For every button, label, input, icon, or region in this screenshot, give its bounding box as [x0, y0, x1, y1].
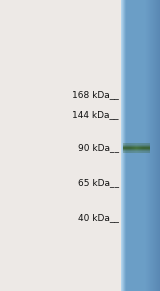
Text: 90 kDa__: 90 kDa__: [78, 143, 119, 152]
Text: 144 kDa__: 144 kDa__: [72, 111, 119, 120]
Text: 65 kDa__: 65 kDa__: [78, 178, 119, 187]
Text: 168 kDa__: 168 kDa__: [72, 91, 119, 100]
Text: 40 kDa__: 40 kDa__: [78, 214, 119, 223]
